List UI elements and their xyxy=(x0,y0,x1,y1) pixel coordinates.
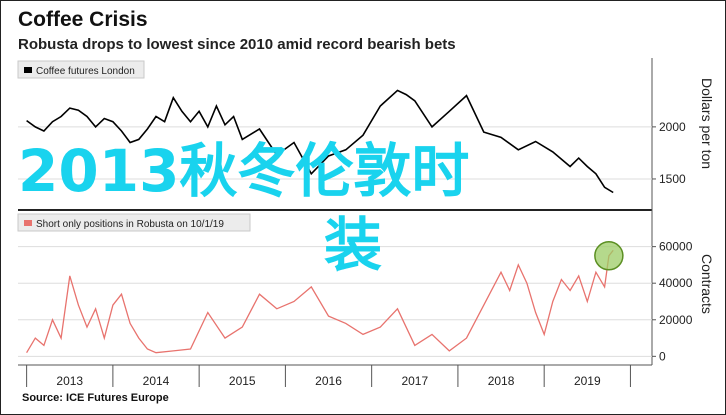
highlight-marker xyxy=(594,241,624,271)
legend-label-top: Coffee futures London xyxy=(36,66,135,77)
x-tick-label: 2015 xyxy=(229,374,256,388)
y-tick-label: 2000 xyxy=(659,120,686,134)
y-tick-label: 0 xyxy=(659,349,666,363)
y-tick-label: 20000 xyxy=(659,313,693,327)
x-tick-label: 2017 xyxy=(401,374,428,388)
y-tick-label: 60000 xyxy=(659,240,693,254)
x-tick-label: 2016 xyxy=(315,374,342,388)
x-tick-label: 2018 xyxy=(488,374,515,388)
legend-box-top xyxy=(17,60,145,79)
chart-title: Coffee Crisis xyxy=(18,8,148,31)
legend-label-bottom: Short only positions in Robusta on 10/1/… xyxy=(36,219,224,230)
x-tick-label: 2019 xyxy=(574,374,601,388)
overlay-text-line2: 装 xyxy=(324,211,383,279)
legend-box-bottom xyxy=(17,213,251,232)
y-tick-label: 40000 xyxy=(659,276,693,290)
y-axis-label-bottom: Contracts xyxy=(699,254,715,314)
x-tick-label: 2013 xyxy=(56,374,83,388)
gridlines xyxy=(18,126,652,357)
x-tick-label: 2014 xyxy=(143,374,170,388)
legend-swatch-top xyxy=(24,67,32,73)
y-tick-label: 1500 xyxy=(659,172,686,186)
source-note: Source: ICE Futures Europe xyxy=(22,392,169,404)
series-group xyxy=(26,89,624,354)
legend-swatch-bottom xyxy=(24,220,32,226)
series-line-coffee-futures xyxy=(26,89,614,194)
overlay-text-line1: 2013秋冬伦敦时 xyxy=(18,137,470,205)
chart-subtitle: Robusta drops to lowest since 2010 amid … xyxy=(18,36,456,53)
y-axis-label-top: Dollars per ton xyxy=(699,78,715,169)
series-line-short-positions xyxy=(26,249,614,354)
